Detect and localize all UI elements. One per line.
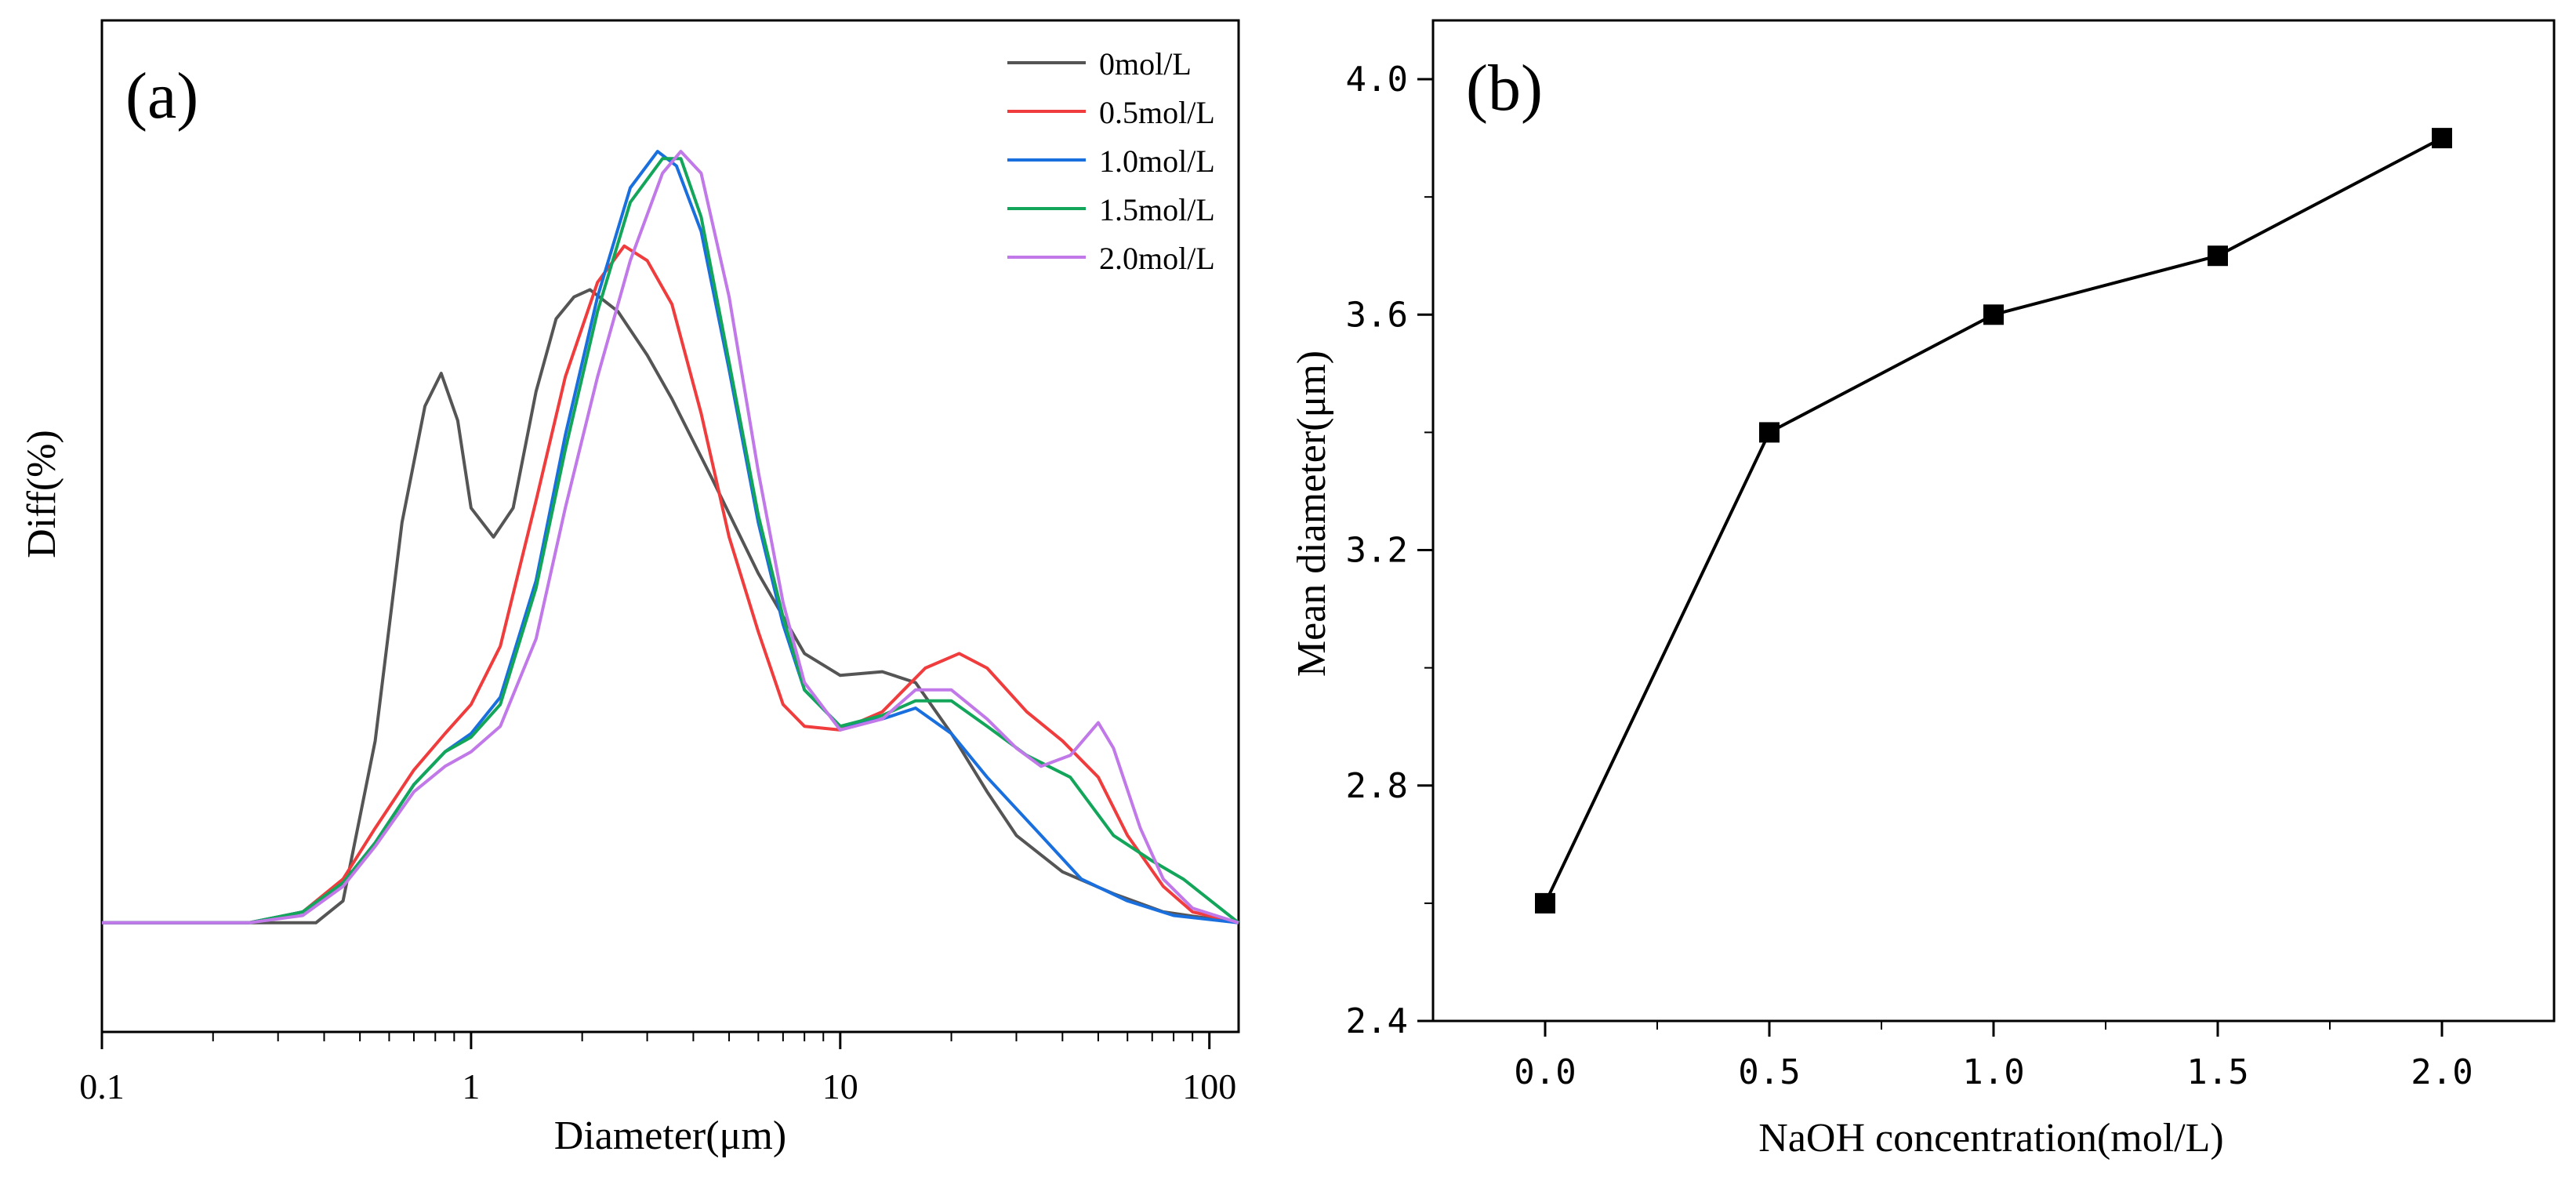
data-point-marker [1535, 892, 1555, 914]
panel-b-y-axis-label: Mean diameter(μm) [1290, 351, 1334, 677]
panel-b-x-tick-label: 0.5 [1738, 1052, 1800, 1092]
panel-b-x-tick-label: 0.0 [1514, 1052, 1576, 1092]
series-line-1-0mol-l [102, 150, 1239, 925]
panel-b: 0.0 0.5 1.0 1.5 2.0 2.4 2.8 3.2 3.6 4.0 (b) NaOH … [1290, 19, 2556, 1161]
panel-a: 0.1 1 10 100 (a) Diameter(μm) Diff(%) 0mol/… [20, 19, 1240, 1158]
panel-b-y-tick-label: 3.2 [1346, 531, 1408, 571]
panel-b-label: (b) [1466, 52, 1543, 125]
panel-a-series-lines [102, 150, 1240, 925]
panel-a-x-tick-label: 1 [462, 1066, 480, 1106]
panel-a-x-axis-label: Diameter(μm) [554, 1113, 786, 1158]
legend-entry: 0.5mol/L [1099, 95, 1215, 130]
panel-b-y-tick-label: 3.6 [1346, 295, 1408, 335]
data-point-marker [1759, 422, 1780, 443]
panel-b-x-tick-label: 1.0 [1962, 1052, 2024, 1092]
series-line-2-0mol-l [102, 150, 1239, 925]
panel-b-x-tick-label: 1.5 [2186, 1052, 2248, 1092]
panel-b-y-tick-label: 4.0 [1346, 60, 1408, 100]
data-point-marker [2432, 128, 2452, 149]
panel-a-x-axis: 0.1 1 10 100 [79, 1032, 1236, 1106]
series-line-0mol-l [102, 288, 1239, 925]
panel-b-y-tick-label: 2.8 [1346, 766, 1408, 806]
legend-entry: 2.0mol/L [1099, 241, 1215, 276]
panel-b-x-tick-label: 2.0 [2411, 1052, 2473, 1092]
legend-entry: 0mol/L [1099, 46, 1192, 82]
panel-a-legend: 0mol/L 0.5mol/L 1.0mol/L 1.5mol/L 2.0mol/L [1007, 46, 1215, 276]
panel-a-label: (a) [125, 60, 198, 133]
panel-b-series [1535, 128, 2452, 914]
panel-a-frame [100, 19, 1240, 1034]
panel-b-axes: 0.0 0.5 1.0 1.5 2.0 2.4 2.8 3.2 3.6 4.0 [1346, 60, 2473, 1092]
mean-diameter-line [1544, 136, 2443, 904]
data-point-marker [1983, 304, 2004, 325]
legend-entry: 1.0mol/L [1099, 143, 1215, 179]
series-line-0-5mol-l [102, 244, 1239, 925]
data-point-marker [2208, 245, 2228, 267]
panel-a-y-axis-label: Diff(%) [20, 430, 64, 558]
legend-entry: 1.5mol/L [1099, 192, 1215, 227]
series-line-1-5mol-l [102, 157, 1240, 925]
panel-a-x-tick-label: 10 [822, 1066, 858, 1106]
panel-b-x-axis-label: NaOH concentration(mol/L) [1758, 1116, 2223, 1161]
panel-a-x-tick-label: 0.1 [79, 1066, 125, 1106]
panel-b-y-tick-label: 2.4 [1346, 1001, 1408, 1041]
panel-a-x-tick-label: 100 [1182, 1066, 1236, 1106]
panel-b-frame [1431, 19, 2556, 1023]
